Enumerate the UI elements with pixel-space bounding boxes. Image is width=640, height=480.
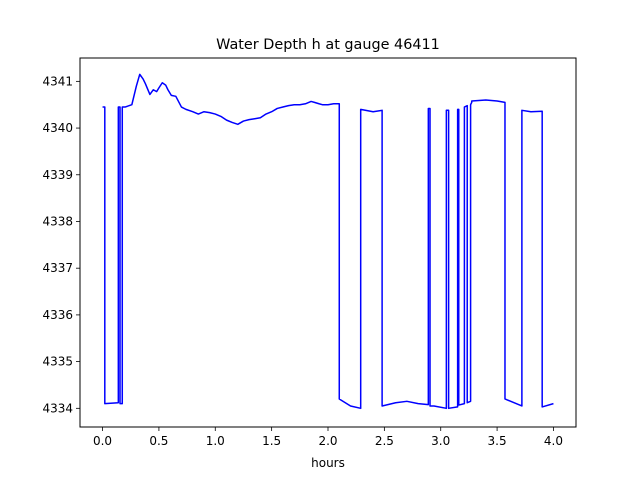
x-tick-label: 4.0 (544, 434, 563, 448)
plot-background (80, 58, 576, 427)
x-tick-label: 2.0 (318, 434, 337, 448)
chart-title: Water Depth h at gauge 46411 (216, 37, 440, 53)
x-tick-label: 0.5 (149, 434, 168, 448)
y-tick-label: 4336 (42, 308, 73, 322)
y-tick-label: 4337 (42, 261, 73, 275)
x-tick-label: 0.0 (93, 434, 112, 448)
y-tick-label: 4335 (42, 355, 73, 369)
plot-area (79, 57, 577, 428)
x-axis: 0.0 0.5 1.0 1.5 2.0 2.5 3.0 3.5 4.0 (93, 427, 563, 448)
x-tick-label: 3.5 (488, 434, 507, 448)
y-tick-label: 4338 (42, 214, 73, 228)
series-line (102, 73, 554, 410)
y-tick-label: 4334 (42, 401, 73, 415)
y-axis: 4334 4335 4336 4337 4338 4339 4340 4341 (42, 74, 80, 415)
x-tick-label: 1.0 (206, 434, 225, 448)
y-tick-label: 4341 (42, 74, 73, 88)
x-tick-label: 3.0 (431, 434, 450, 448)
series-layer (102, 73, 554, 410)
y-tick-label: 4339 (42, 168, 73, 182)
y-tick-label: 4340 (42, 121, 73, 135)
x-axis-label: hours (311, 456, 345, 470)
x-tick-label: 2.5 (375, 434, 394, 448)
x-tick-label: 1.5 (262, 434, 281, 448)
